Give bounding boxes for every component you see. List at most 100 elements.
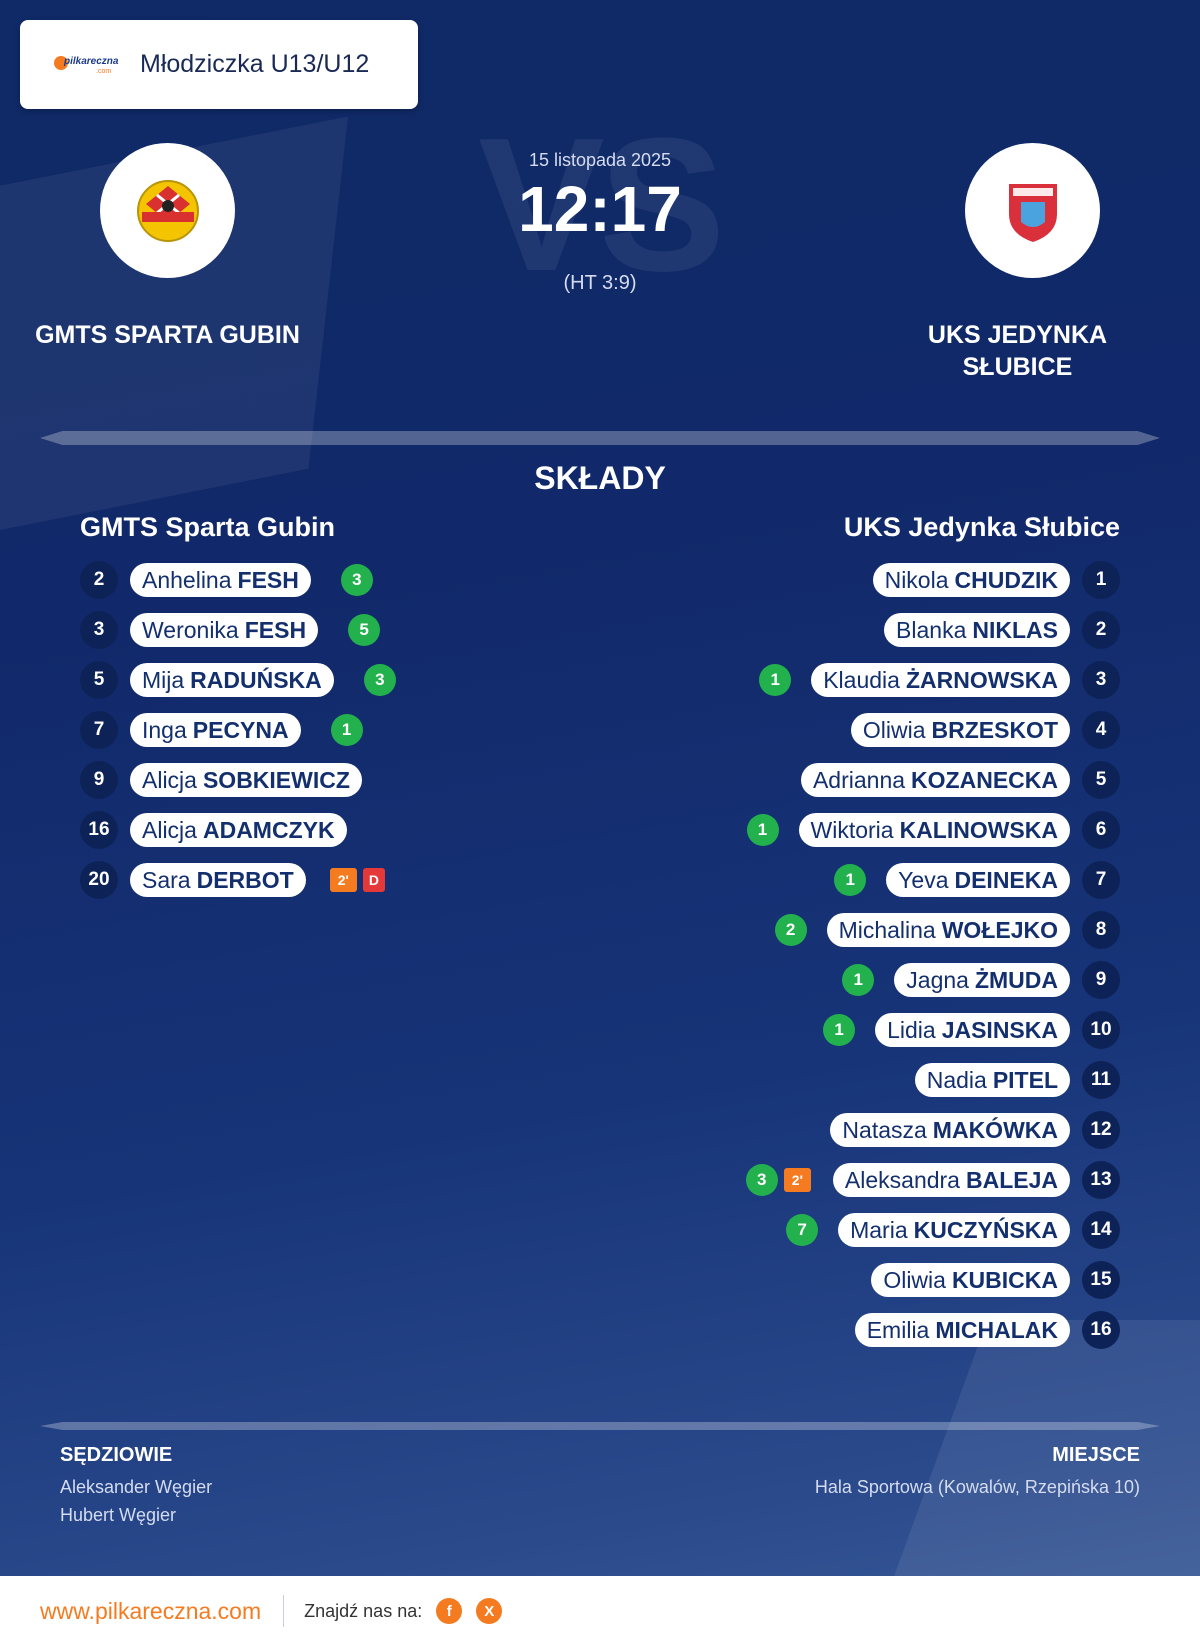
goals-badge: 1 xyxy=(842,964,875,996)
player-first-name: Inga xyxy=(142,716,187,743)
home-team-logo[interactable] xyxy=(100,143,235,278)
player-name[interactable]: Sara DERBOT xyxy=(130,863,306,897)
player-name[interactable]: Alicja SOBKIEWICZ xyxy=(130,763,362,797)
player-first-name: Wiktoria xyxy=(810,816,894,843)
player-row[interactable]: 16 Alicja ADAMCZYK xyxy=(80,811,347,849)
goals-badge: 1 xyxy=(823,1014,856,1046)
player-name[interactable]: Maria KUCZYŃSKA xyxy=(838,1213,1070,1247)
shirt-number: 5 xyxy=(80,661,118,699)
shirt-number: 16 xyxy=(80,811,118,849)
goals-badge: 5 xyxy=(348,614,381,646)
player-last-name: BRZESKOT xyxy=(931,716,1059,743)
competition-header[interactable]: pilkareczna .com Młodziczka U13/U12 xyxy=(20,20,418,109)
section-divider xyxy=(40,431,1160,445)
player-name[interactable]: Jagna ŻMUDA xyxy=(894,963,1070,997)
player-row[interactable]: Nadia PITEL 11 xyxy=(914,1061,1120,1099)
player-name[interactable]: Weronika FESH xyxy=(130,613,319,647)
player-name[interactable]: Yeva DEINEKA xyxy=(886,863,1070,897)
player-first-name: Adrianna xyxy=(812,766,906,793)
player-first-name: Alicja xyxy=(142,816,197,843)
facebook-icon[interactable]: f xyxy=(436,1598,463,1624)
player-last-name: RADUŃSKA xyxy=(190,666,322,693)
goals-badge: 3 xyxy=(340,564,373,596)
shirt-number: 7 xyxy=(80,711,118,749)
player-name[interactable]: Adrianna KOZANECKA xyxy=(800,763,1070,797)
shirt-number: 2 xyxy=(80,561,118,599)
player-last-name: BALEJA xyxy=(965,1166,1058,1193)
player-name[interactable]: Anhelina FESH xyxy=(130,563,311,597)
player-row[interactable]: 20 Sara DERBOT 2' D xyxy=(80,861,385,899)
disqualification-badge: D xyxy=(362,868,385,892)
player-row[interactable]: 5 Mija RADUŃSKA 3 xyxy=(80,661,396,699)
player-name[interactable]: Alicja ADAMCZYK xyxy=(130,813,347,847)
player-row[interactable]: 1 Wiktoria KALINOWSKA 6 xyxy=(746,811,1120,849)
player-name[interactable]: Lidia JASINSKA xyxy=(875,1013,1070,1047)
player-last-name: NIKLAS xyxy=(972,616,1058,643)
final-score: 12:17 xyxy=(518,173,682,245)
site-link[interactable]: www.pilkareczna.com xyxy=(40,1597,262,1624)
player-name[interactable]: Inga PECYNA xyxy=(130,713,301,747)
player-last-name: KOZANECKA xyxy=(911,766,1058,793)
home-lineup-title: GMTS Sparta Gubin xyxy=(80,512,336,542)
player-row[interactable]: 2 Anhelina FESH 3 xyxy=(80,561,373,599)
player-row[interactable]: Nikola CHUDZIK 1 xyxy=(872,561,1120,599)
competition-name: Młodziczka U13/U12 xyxy=(140,50,370,78)
footer-divider xyxy=(40,1422,1160,1430)
player-name[interactable]: Nadia PITEL xyxy=(914,1063,1070,1097)
shirt-number: 7 xyxy=(1082,861,1120,899)
player-first-name: Blanka xyxy=(896,616,967,643)
player-name[interactable]: Aleksandra BALEJA xyxy=(832,1163,1070,1197)
player-first-name: Oliwia xyxy=(883,1266,946,1293)
player-first-name: Michalina xyxy=(838,916,936,943)
player-last-name: KUCZYŃSKA xyxy=(913,1216,1058,1243)
player-last-name: FESH xyxy=(244,616,307,643)
player-row[interactable]: Oliwia BRZESKOT 4 xyxy=(850,711,1120,749)
player-name[interactable]: Mija RADUŃSKA xyxy=(130,663,334,697)
player-row[interactable]: Natasza MAKÓWKA 12 xyxy=(830,1111,1120,1149)
shirt-number: 6 xyxy=(1082,811,1120,849)
venue-label: MIEJSCE xyxy=(1052,1444,1140,1466)
player-row[interactable]: 7 Inga PECYNA 1 xyxy=(80,711,363,749)
player-row[interactable]: 1 Yeva DEINEKA 7 xyxy=(834,861,1120,899)
player-row[interactable]: 7 Maria KUCZYŃSKA 14 xyxy=(786,1211,1120,1249)
shirt-number: 15 xyxy=(1082,1261,1120,1299)
away-team-logo[interactable] xyxy=(965,143,1100,278)
player-name[interactable]: Nikola CHUDZIK xyxy=(872,563,1070,597)
player-name[interactable]: Wiktoria KALINOWSKA xyxy=(798,813,1070,847)
player-last-name: PITEL xyxy=(992,1066,1058,1093)
player-name[interactable]: Oliwia BRZESKOT xyxy=(850,713,1070,747)
player-name[interactable]: Oliwia KUBICKA xyxy=(871,1263,1070,1297)
shirt-number: 12 xyxy=(1082,1111,1120,1149)
player-row[interactable]: Adrianna KOZANECKA 5 xyxy=(800,761,1120,799)
player-row[interactable]: 1 Klaudia ŻARNOWSKA 3 xyxy=(759,661,1120,699)
player-row[interactable]: Oliwia KUBICKA 15 xyxy=(871,1261,1120,1299)
player-name[interactable]: Klaudia ŻARNOWSKA xyxy=(811,663,1070,697)
player-first-name: Oliwia xyxy=(862,716,926,743)
player-row[interactable]: 1 Lidia JASINSKA 10 xyxy=(823,1011,1120,1049)
suspension-badge: 2' xyxy=(329,868,357,892)
player-row[interactable]: Emilia MICHALAK 16 xyxy=(854,1311,1120,1349)
player-row[interactable]: 9 Alicja SOBKIEWICZ xyxy=(80,761,362,799)
player-first-name: Maria xyxy=(850,1216,908,1243)
player-name[interactable]: Natasza MAKÓWKA xyxy=(830,1113,1070,1147)
player-name[interactable]: Michalina WOŁEJKO xyxy=(826,913,1070,947)
shirt-number: 1 xyxy=(1082,561,1120,599)
away-lineup-title: UKS Jedynka Słubice xyxy=(843,512,1120,542)
player-row[interactable]: 1 Jagna ŻMUDA 9 xyxy=(842,961,1120,999)
player-first-name: Sara xyxy=(142,866,191,893)
player-name[interactable]: Emilia MICHALAK xyxy=(854,1313,1070,1347)
goals-badge: 3 xyxy=(363,664,396,696)
player-last-name: WOŁEJKO xyxy=(941,916,1058,943)
venue-value: Hala Sportowa (Kowalów, Rzepińska 10) xyxy=(814,1477,1140,1497)
footer-bar: www.pilkareczna.com Znajdź nas na: f X xyxy=(0,1576,1200,1646)
player-first-name: Nadia xyxy=(926,1066,987,1093)
player-row[interactable]: 3 2' Aleksandra BALEJA 13 xyxy=(745,1161,1120,1199)
away-team-name: UKS JEDYNKA SŁUBICE xyxy=(927,321,1108,381)
player-row[interactable]: 3 Weronika FESH 5 xyxy=(80,611,381,649)
player-first-name: Lidia xyxy=(887,1016,936,1043)
x-icon[interactable]: X xyxy=(476,1598,503,1624)
suspension-badge: 2' xyxy=(783,1168,811,1192)
player-row[interactable]: 2 Michalina WOŁEJKO 8 xyxy=(774,911,1120,949)
player-row[interactable]: Blanka NIKLAS 2 xyxy=(884,611,1120,649)
player-name[interactable]: Blanka NIKLAS xyxy=(884,613,1070,647)
